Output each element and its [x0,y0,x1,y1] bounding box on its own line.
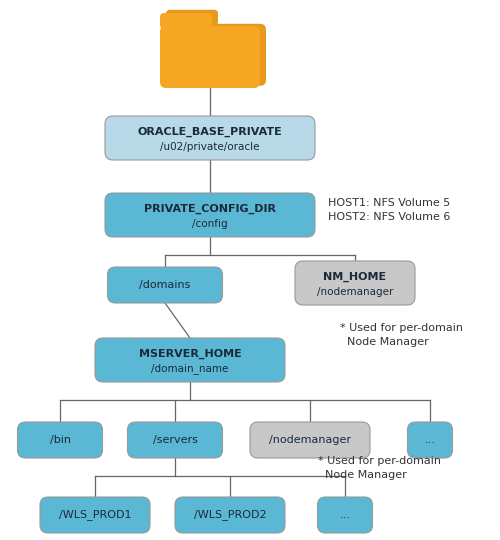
FancyBboxPatch shape [18,422,102,458]
FancyBboxPatch shape [95,338,285,382]
Text: /domain_name: /domain_name [152,363,228,374]
FancyBboxPatch shape [160,13,212,29]
Text: * Used for per-domain
  Node Manager: * Used for per-domain Node Manager [340,323,463,347]
Text: ...: ... [424,435,436,445]
Text: MSERVER_HOME: MSERVER_HOME [138,349,242,359]
FancyBboxPatch shape [166,10,218,26]
FancyBboxPatch shape [166,24,266,86]
FancyBboxPatch shape [295,261,415,305]
Text: /u02/private/oracle: /u02/private/oracle [160,142,260,152]
FancyBboxPatch shape [175,497,285,533]
Text: * Used for per-domain
  Node Manager: * Used for per-domain Node Manager [318,456,441,480]
Text: /config: /config [192,219,228,229]
Text: NM_HOME: NM_HOME [324,272,386,282]
Text: /servers: /servers [152,435,198,445]
FancyBboxPatch shape [105,193,315,237]
Text: /WLS_PROD2: /WLS_PROD2 [194,510,266,521]
FancyBboxPatch shape [105,116,315,160]
FancyBboxPatch shape [108,267,222,303]
FancyBboxPatch shape [318,497,372,533]
FancyBboxPatch shape [250,422,370,458]
FancyBboxPatch shape [40,497,150,533]
FancyBboxPatch shape [128,422,222,458]
FancyBboxPatch shape [408,422,453,458]
Text: /nodemanager: /nodemanager [317,287,393,297]
Text: HOST1: NFS Volume 5
HOST2: NFS Volume 6: HOST1: NFS Volume 5 HOST2: NFS Volume 6 [328,198,450,222]
Text: /WLS_PROD1: /WLS_PROD1 [59,510,131,521]
Text: /bin: /bin [50,435,70,445]
Text: ORACLE_BASE_PRIVATE: ORACLE_BASE_PRIVATE [138,127,282,137]
Text: /domains: /domains [140,280,190,290]
Text: /nodemanager: /nodemanager [269,435,351,445]
FancyBboxPatch shape [160,26,260,88]
Text: ...: ... [340,510,350,520]
Text: PRIVATE_CONFIG_DIR: PRIVATE_CONFIG_DIR [144,204,276,214]
